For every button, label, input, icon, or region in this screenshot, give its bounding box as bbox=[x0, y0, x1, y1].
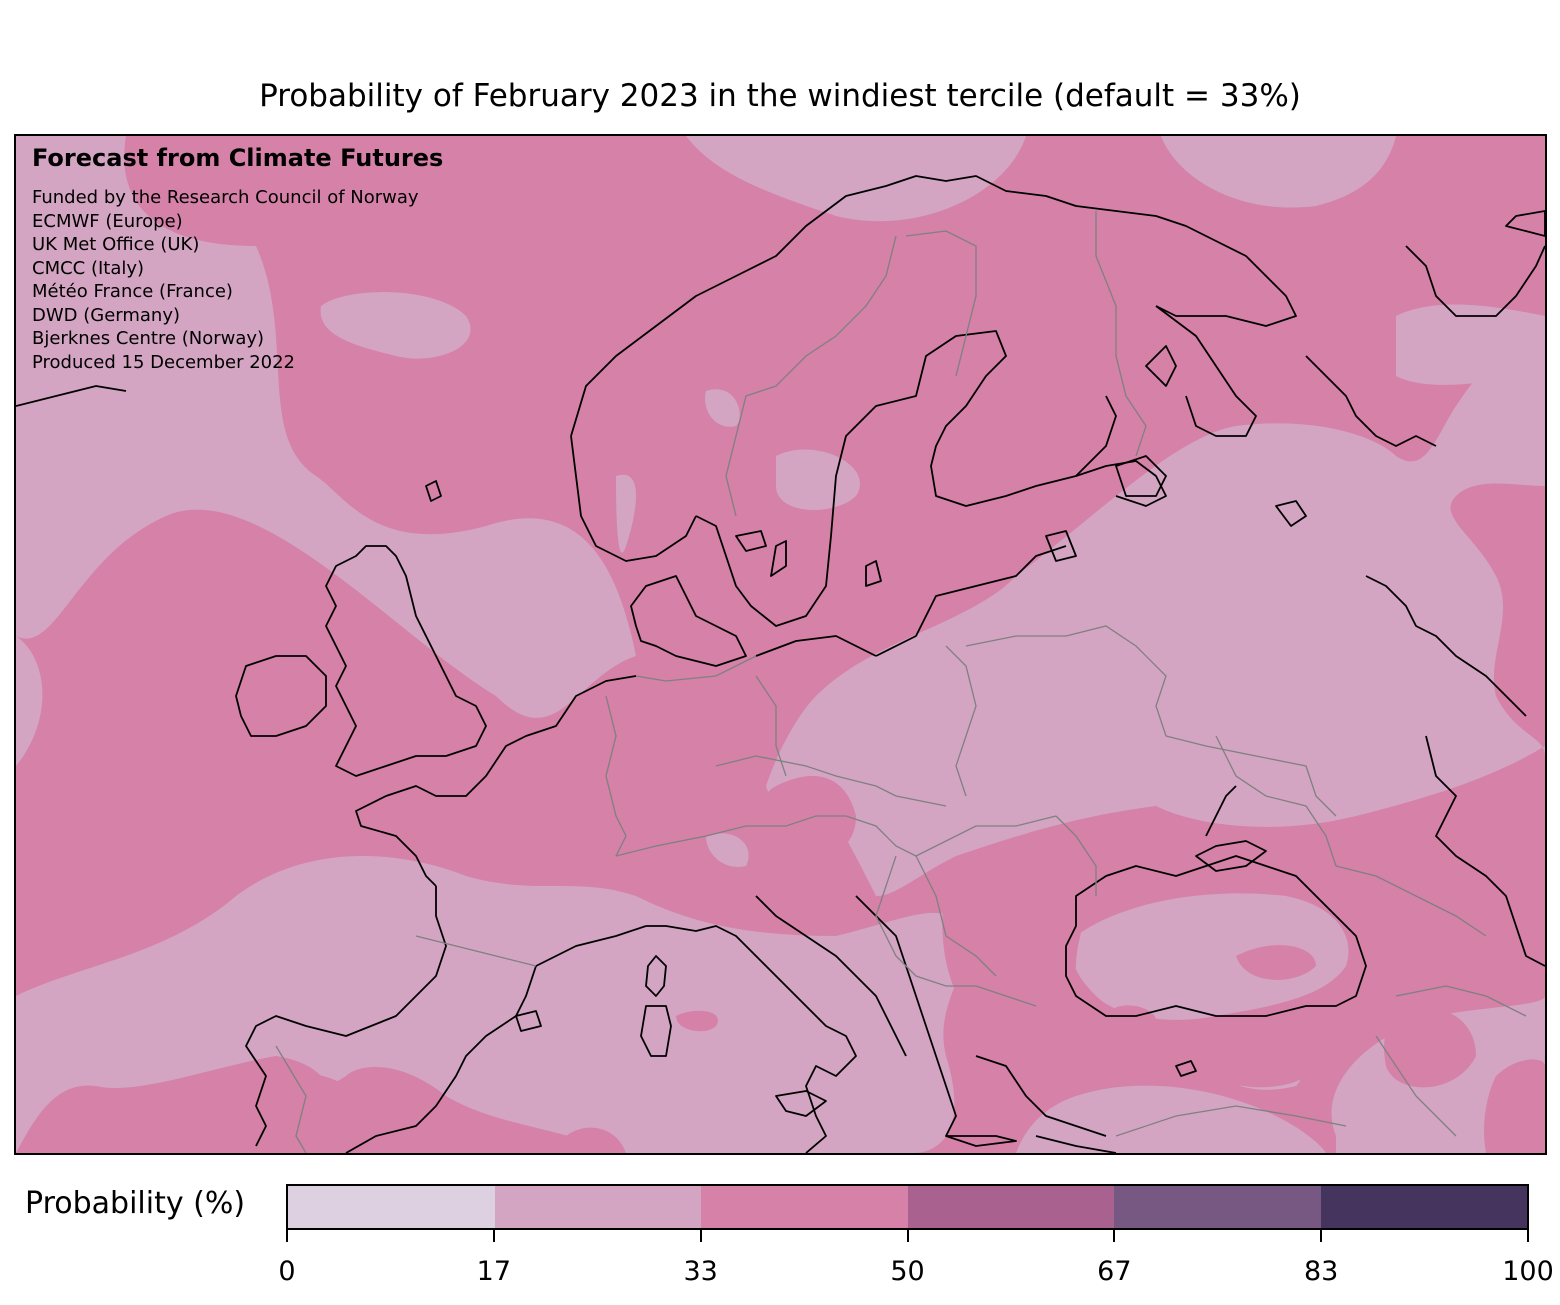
colorbar-segment bbox=[701, 1186, 908, 1228]
band-33-50-islands bbox=[196, 651, 1545, 1153]
colorbar-tick bbox=[1320, 1230, 1323, 1242]
colorbar-label: Probability (%) bbox=[25, 1186, 246, 1221]
colorbar-segment bbox=[1320, 1186, 1527, 1228]
colorbar-tick-label: 17 bbox=[476, 1256, 512, 1287]
map-title: Probability of February 2023 in the wind… bbox=[259, 78, 1301, 114]
colorbar-tick bbox=[286, 1230, 288, 1242]
colorbar-segment bbox=[1114, 1186, 1321, 1228]
band-17-33-regions bbox=[16, 136, 1545, 1153]
colorbar-tick bbox=[1527, 1230, 1529, 1242]
colorbar-tick-label: 67 bbox=[1097, 1256, 1132, 1287]
national-borders bbox=[275, 211, 1527, 1153]
colorbar-tick bbox=[1113, 1230, 1116, 1242]
colorbar-tick-label: 50 bbox=[890, 1256, 925, 1287]
credits-heading: Forecast from Climate Futures bbox=[32, 144, 444, 172]
colorbar-tick-label: 83 bbox=[1303, 1256, 1339, 1287]
colorbar-tick bbox=[906, 1230, 909, 1242]
credits-block: Forecast from Climate Futures Funded by … bbox=[32, 144, 443, 374]
coastlines bbox=[16, 175, 1545, 1153]
credit-line: UK Met Office (UK) bbox=[32, 234, 200, 255]
colorbar-tick bbox=[492, 1230, 495, 1242]
colorbar-tick-label: 0 bbox=[278, 1256, 296, 1287]
colorbar-segment bbox=[907, 1186, 1114, 1228]
map-panel[interactable]: Forecast from Climate Futures Funded by … bbox=[14, 134, 1547, 1155]
credit-line: Météo France (France) bbox=[32, 281, 233, 302]
credit-line: Funded by the Research Council of Norway bbox=[32, 187, 419, 208]
credit-line: CMCC (Italy) bbox=[32, 257, 145, 279]
credit-line: ECMWF (Europe) bbox=[32, 210, 183, 232]
credit-line: Bjerknes Centre (Norway) bbox=[32, 328, 265, 349]
colorbar-segment bbox=[288, 1186, 495, 1228]
colorbar-tick-label: 100 bbox=[1502, 1256, 1554, 1287]
colorbar-tick-label: 33 bbox=[683, 1256, 718, 1287]
colorbar-segment bbox=[494, 1186, 701, 1228]
colorbar bbox=[286, 1184, 1529, 1230]
credit-line: DWD (Germany) bbox=[32, 304, 181, 326]
colorbar-tick bbox=[699, 1230, 702, 1242]
credit-line: Produced 15 December 2022 bbox=[32, 351, 296, 373]
probability-map bbox=[16, 136, 1545, 1153]
